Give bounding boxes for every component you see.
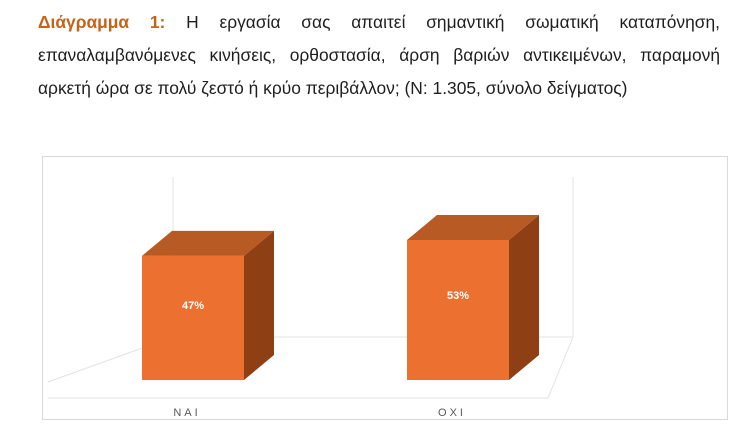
caption-text: Η εργασία σας απαιτεί σημαντική σωματική… [38, 12, 720, 98]
bar-top-1 [407, 215, 539, 240]
bar-side-1 [509, 215, 539, 380]
bar-1 [407, 240, 509, 380]
bar-0 [142, 255, 244, 380]
floor-right-edge [547, 336, 574, 399]
category-label-0: ΝΑΙ [173, 407, 200, 419]
bar-top-0 [142, 230, 274, 256]
caption-lead: Διάγραμμα 1: [38, 12, 166, 32]
chart-caption: Διάγραμμα 1: Η εργασία σας απαιτεί σημαν… [38, 6, 720, 105]
chart-frame: 47% ΝΑΙ 53% ΟΧΙ [42, 156, 728, 420]
data-label-0: 47% [182, 300, 204, 312]
bar-side-0 [244, 230, 274, 380]
category-label-1: ΟΧΙ [438, 407, 466, 419]
data-label-1: 53% [447, 290, 469, 302]
chart-svg: 47% ΝΑΙ 53% ΟΧΙ [47, 177, 574, 419]
